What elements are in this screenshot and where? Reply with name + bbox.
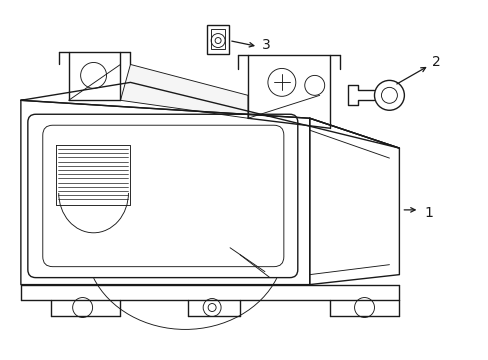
FancyBboxPatch shape (28, 114, 297, 278)
Polygon shape (309, 118, 399, 285)
Text: 3: 3 (262, 37, 270, 51)
Text: 1: 1 (424, 206, 432, 220)
FancyBboxPatch shape (42, 125, 283, 267)
Polygon shape (21, 82, 399, 148)
Polygon shape (21, 100, 309, 285)
Text: 2: 2 (431, 55, 440, 69)
Bar (207, 24, 228, 54)
Polygon shape (120, 64, 247, 118)
Bar (211, 28, 224, 49)
